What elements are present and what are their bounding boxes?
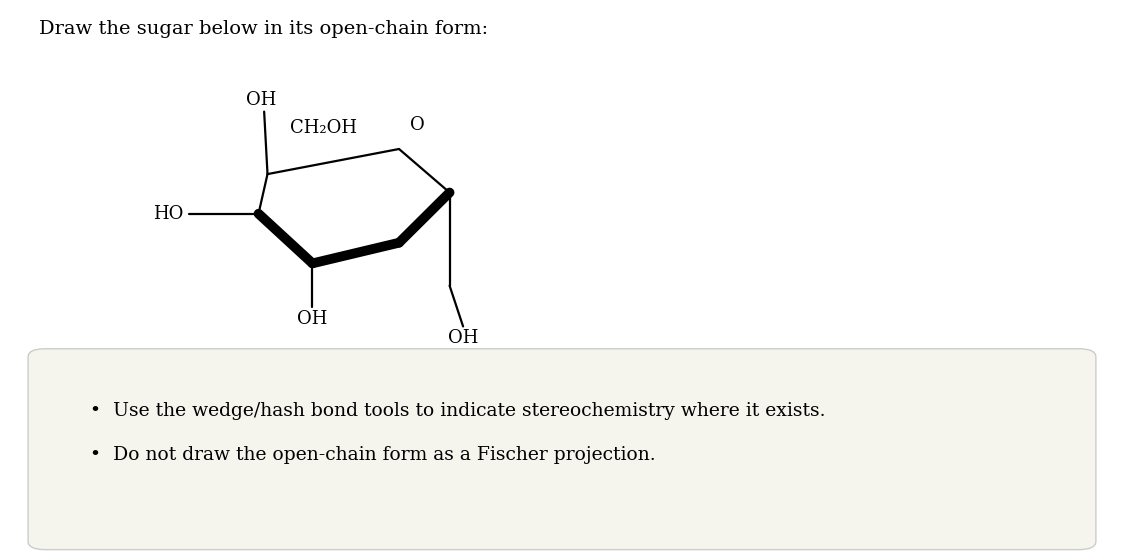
Text: CH₂OH: CH₂OH [290,119,357,137]
Text: O: O [410,116,425,134]
Text: OH: OH [447,329,479,347]
Text: Draw the sugar below in its open-chain form:: Draw the sugar below in its open-chain f… [39,20,489,37]
Text: •  Do not draw the open-chain form as a Fischer projection.: • Do not draw the open-chain form as a F… [90,446,655,464]
Text: •  Use the wedge/hash bond tools to indicate stereochemistry where it exists.: • Use the wedge/hash bond tools to indic… [90,402,825,420]
Text: OH: OH [297,310,328,328]
Text: HO: HO [153,205,183,223]
Text: OH: OH [245,91,277,109]
FancyBboxPatch shape [28,349,1096,550]
